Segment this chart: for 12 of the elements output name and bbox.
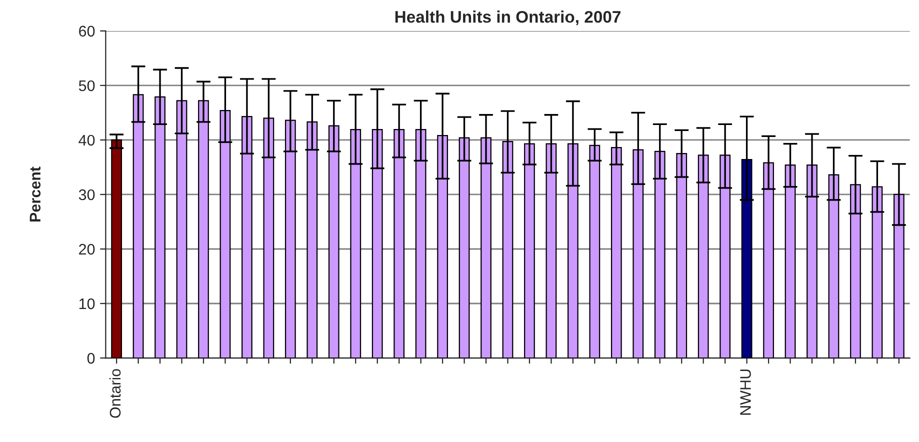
- x-tick-label: NWHU: [740, 370, 751, 415]
- y-tick-label: 20: [79, 244, 95, 255]
- y-tick-label: 30: [78, 189, 95, 200]
- y-axis-title: Percent: [30, 166, 41, 222]
- y-tick-label: 0: [87, 352, 95, 364]
- y-tick-label: 40: [78, 134, 95, 146]
- y-tick-label: 60: [79, 26, 95, 37]
- y-tick-label: 50: [78, 80, 95, 92]
- chart-title: Health Units in Ontario, 2007: [395, 10, 620, 26]
- bar: [111, 139, 122, 358]
- y-tick-label: 10: [79, 298, 95, 310]
- x-tick-label: Ontario: [109, 369, 121, 418]
